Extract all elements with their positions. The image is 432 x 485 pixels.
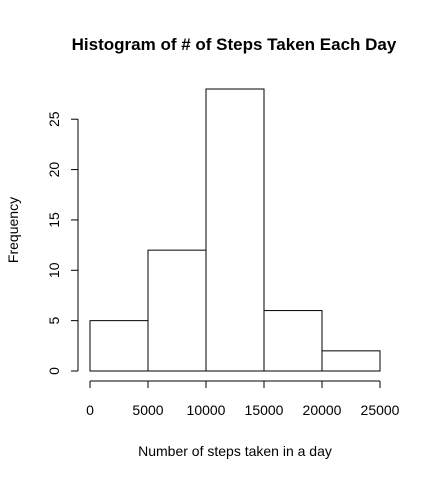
y-tick-label: 20 <box>46 162 62 178</box>
y-tick-label: 0 <box>46 367 62 375</box>
y-axis-label: Frequency <box>5 197 21 263</box>
chart-title: Histogram of # of Steps Taken Each Day <box>72 35 397 54</box>
y-tick-label: 5 <box>46 317 62 325</box>
histogram-bar-1 <box>89 320 149 372</box>
y-axis: 0 5 10 15 20 25 <box>46 111 79 375</box>
histogram-bar-3 <box>205 88 265 372</box>
x-tick-label: 25000 <box>361 402 400 418</box>
y-tick-label: 25 <box>46 111 62 127</box>
histogram-bar-2 <box>147 249 207 372</box>
y-tick-label: 10 <box>46 262 62 278</box>
x-tick-label: 0 <box>86 402 94 418</box>
histogram-bar-4 <box>263 310 323 372</box>
x-tick-label: 10000 <box>187 402 226 418</box>
x-tick-label: 15000 <box>245 402 284 418</box>
bars-layer <box>89 88 381 372</box>
x-tick-label: 20000 <box>303 402 342 418</box>
x-axis: 0 5000 10000 15000 20000 25000 <box>86 380 400 418</box>
y-tick-label: 15 <box>46 212 62 228</box>
histogram-bar-5 <box>321 350 381 372</box>
x-tick-label: 5000 <box>132 402 163 418</box>
x-axis-label: Number of steps taken in a day <box>138 443 332 459</box>
